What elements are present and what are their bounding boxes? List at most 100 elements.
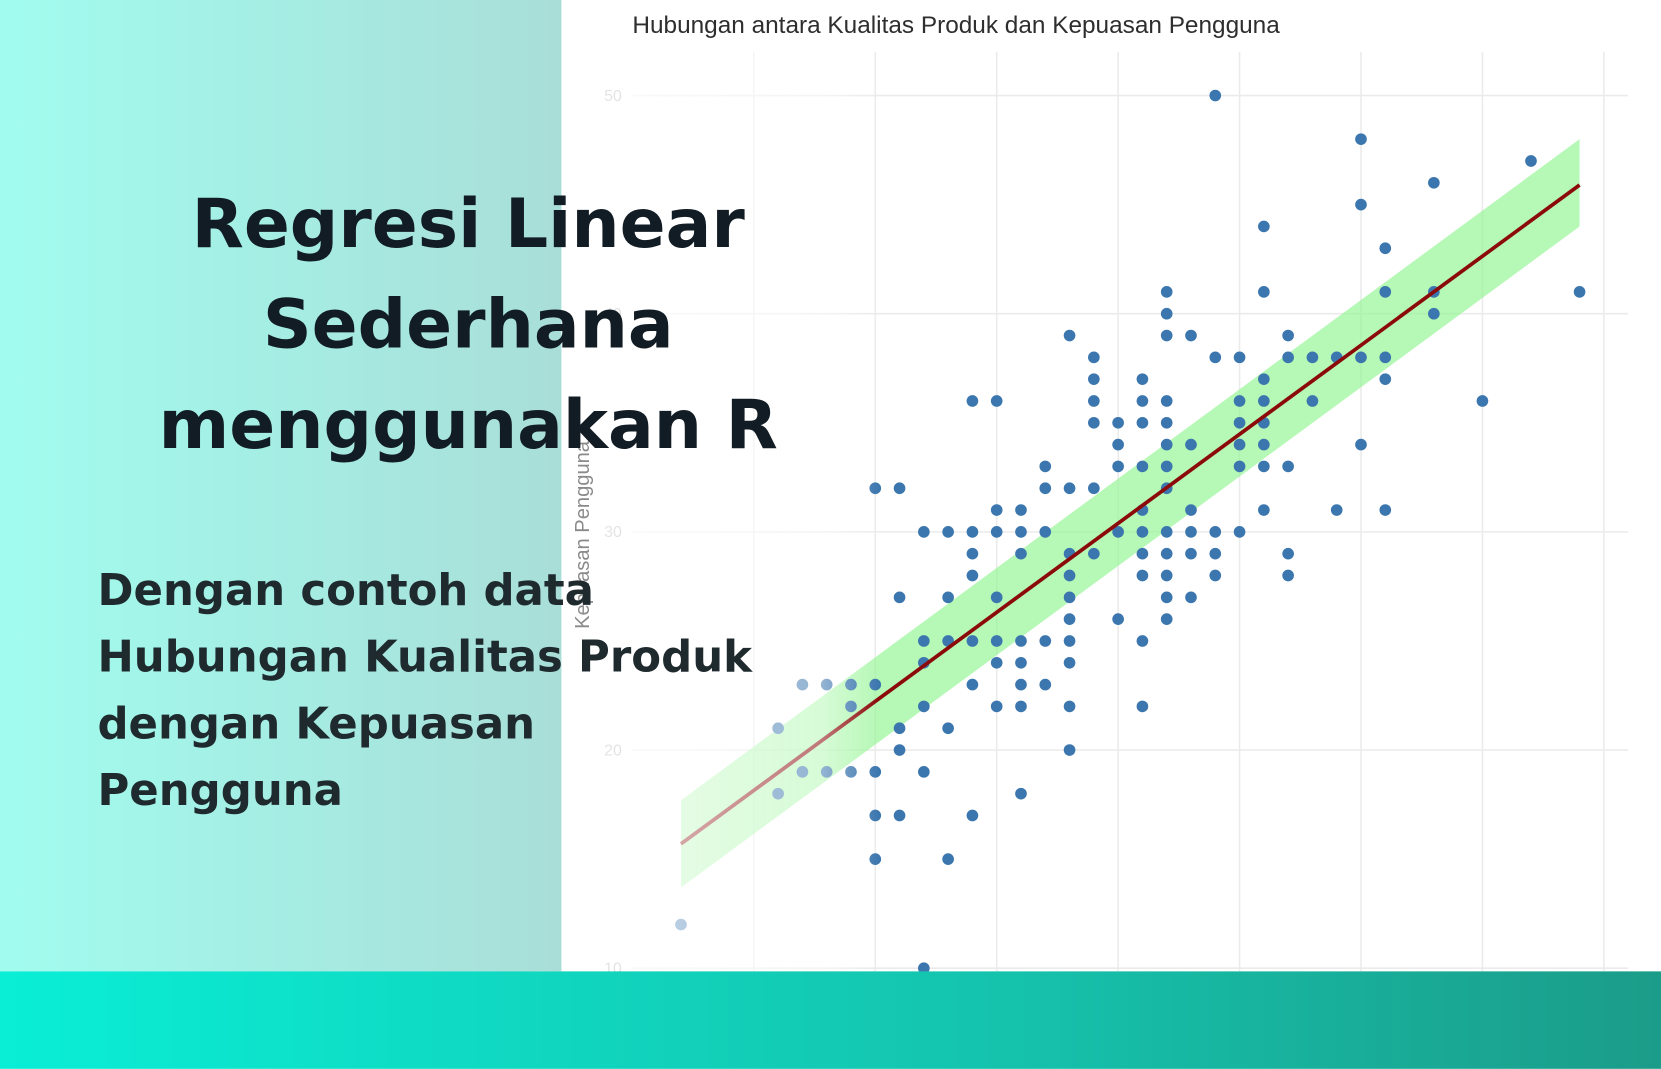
- point: [1063, 613, 1076, 625]
- point: [1063, 329, 1076, 342]
- point: [1379, 373, 1392, 385]
- subtitle-line: Pengguna: [97, 764, 343, 816]
- point: [966, 395, 979, 407]
- title-line: Regresi Linear: [191, 185, 745, 264]
- point: [893, 722, 906, 735]
- point: [966, 635, 979, 647]
- point: [1185, 329, 1197, 342]
- point: [1015, 504, 1027, 516]
- point: [1015, 700, 1027, 713]
- point: [1233, 416, 1246, 429]
- point: [966, 547, 979, 560]
- point: [1015, 678, 1027, 691]
- point: [1306, 395, 1319, 407]
- point: [1258, 286, 1270, 298]
- point: [966, 526, 979, 538]
- banner-subtitle: Dengan contoh data Hubungan Kualitas Prod…: [97, 557, 752, 824]
- point: [1209, 526, 1222, 538]
- point: [1136, 416, 1149, 429]
- point: [1258, 395, 1270, 407]
- point: [893, 591, 906, 604]
- point: [1282, 351, 1294, 364]
- bottom-band: [0, 971, 1661, 1069]
- point: [1233, 438, 1246, 451]
- point: [1063, 744, 1076, 756]
- point: [1039, 482, 1052, 495]
- point: [990, 635, 1003, 647]
- y-axis-label: Kepuasan Pengguna: [572, 440, 594, 629]
- fade-overlay: [593, 0, 880, 972]
- point: [1160, 569, 1173, 582]
- subtitle-line: dengan Kepuasan: [97, 698, 536, 749]
- point: [1185, 526, 1197, 538]
- point: [1136, 569, 1149, 582]
- subtitle-line: Hubungan Kualitas Produk: [97, 631, 753, 683]
- point: [1063, 635, 1076, 647]
- point: [1088, 416, 1100, 429]
- point: [918, 526, 930, 538]
- point: [1039, 678, 1052, 691]
- point: [1063, 656, 1076, 669]
- point: [990, 395, 1003, 407]
- point: [1209, 547, 1222, 560]
- point: [1160, 613, 1173, 625]
- left-panel: [0, 0, 562, 972]
- point: [966, 809, 979, 822]
- point: [1015, 787, 1027, 800]
- point: [942, 526, 954, 538]
- point: [1209, 351, 1222, 364]
- point: [990, 526, 1003, 538]
- point: [990, 656, 1003, 669]
- point: [1233, 526, 1246, 538]
- point: [1282, 569, 1294, 582]
- point: [1160, 591, 1173, 604]
- point: [1355, 198, 1367, 211]
- point: [1379, 242, 1392, 255]
- title-line: menggunakan R: [158, 386, 778, 466]
- point: [1209, 569, 1222, 582]
- point: [1160, 416, 1173, 429]
- point: [1258, 460, 1270, 473]
- subtitle-line: Dengan contoh data: [97, 564, 594, 616]
- point: [1233, 460, 1246, 473]
- point: [918, 635, 930, 647]
- point: [1330, 504, 1343, 516]
- point: [918, 766, 930, 778]
- point: [1088, 373, 1100, 385]
- point: [1136, 460, 1149, 473]
- point: [1063, 482, 1076, 495]
- point: [966, 678, 979, 691]
- point: [1379, 504, 1392, 516]
- point: [1233, 351, 1246, 364]
- plot: [675, 89, 1586, 975]
- point: [1258, 373, 1270, 385]
- point: [1015, 656, 1027, 669]
- point: [1088, 547, 1100, 560]
- point: [1112, 416, 1124, 429]
- point: [1185, 547, 1197, 560]
- point: [1088, 395, 1100, 407]
- point: [1136, 635, 1149, 647]
- point: [1063, 700, 1076, 713]
- point: [1355, 351, 1367, 364]
- point: [1112, 460, 1124, 473]
- point: [1160, 307, 1173, 320]
- point: [942, 853, 954, 865]
- point: [1112, 613, 1124, 625]
- point: [1136, 526, 1149, 538]
- point: [1160, 438, 1173, 451]
- point: [1379, 286, 1392, 298]
- point: [1258, 438, 1270, 451]
- point: [893, 482, 906, 495]
- point: [1185, 438, 1197, 451]
- point: [1063, 591, 1076, 604]
- point: [1355, 133, 1367, 145]
- point: [1379, 351, 1392, 364]
- point: [1258, 220, 1270, 233]
- point: [1112, 526, 1124, 538]
- point: [1063, 569, 1076, 582]
- point: [1039, 526, 1052, 538]
- point: [1209, 89, 1222, 102]
